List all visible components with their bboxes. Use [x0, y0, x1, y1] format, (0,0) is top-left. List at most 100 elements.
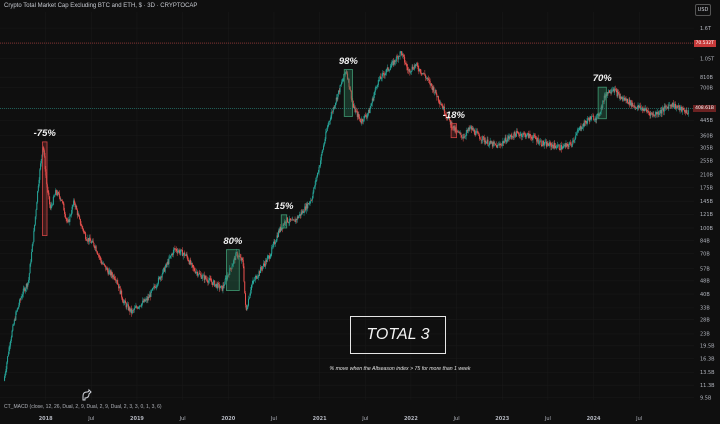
candle-body — [215, 283, 217, 285]
candle-body — [14, 319, 16, 321]
candle-body — [350, 89, 352, 91]
candle-body — [341, 81, 343, 83]
tradingview-logo-icon[interactable] — [80, 388, 94, 402]
candle-body — [565, 143, 567, 147]
candle-body — [300, 212, 302, 216]
candle-body — [531, 138, 533, 140]
candle-body — [356, 111, 358, 117]
candle-body — [615, 89, 617, 91]
candle-body — [407, 70, 409, 71]
candle-body — [681, 107, 683, 112]
candle-body — [272, 243, 274, 247]
candle-body — [290, 219, 292, 221]
candle-body — [636, 106, 638, 109]
y-tick-label: 9.5B — [700, 395, 712, 401]
candle-body — [584, 120, 586, 126]
y-tick-label: 445B — [700, 118, 714, 124]
candle-body — [363, 115, 365, 122]
candle-body — [378, 79, 380, 81]
candle-body — [660, 109, 662, 114]
candle-body — [128, 307, 130, 311]
candle-body — [454, 127, 456, 131]
candle-body — [614, 88, 616, 92]
x-tick-label: 2023 — [495, 416, 509, 422]
candle-body — [316, 176, 318, 181]
candle-body — [386, 67, 388, 70]
candle-body — [612, 89, 614, 91]
candle-body — [540, 140, 542, 145]
candle-body — [347, 73, 349, 80]
candle-body — [390, 65, 392, 68]
candle-body — [35, 209, 37, 217]
candle-body — [494, 143, 496, 145]
y-tick-label: 84B — [700, 238, 710, 244]
y-tick-label: 255B — [700, 158, 714, 164]
candle-body — [544, 142, 546, 145]
candle-body — [374, 91, 376, 96]
candle-body — [420, 72, 422, 74]
candle-body — [120, 290, 122, 294]
candle-body — [411, 66, 413, 71]
candle-body — [509, 137, 511, 139]
candle-body — [30, 261, 32, 265]
candle-body — [536, 138, 538, 142]
candle-body — [560, 145, 562, 150]
candle-body — [355, 110, 357, 113]
candle-body — [644, 109, 646, 112]
candle-body — [315, 180, 317, 182]
price-axis[interactable]: 1.6T1.3T1.05T810B700B525B445B360B305B255… — [700, 26, 715, 402]
candle-body — [339, 85, 341, 93]
candle-body — [54, 194, 56, 197]
candle-body — [545, 141, 547, 143]
candle-body — [625, 98, 627, 101]
candle-body — [223, 284, 225, 286]
candle-body — [489, 140, 491, 143]
currency-button[interactable]: USD — [695, 4, 711, 16]
candle-body — [274, 241, 276, 244]
candle-body — [82, 226, 84, 229]
candle-body — [361, 119, 363, 123]
candle-body — [452, 128, 454, 129]
candle-body — [650, 112, 652, 116]
candle-body — [474, 133, 476, 136]
candle-body — [445, 114, 447, 116]
candle-body — [453, 125, 455, 131]
candle-body — [70, 213, 72, 216]
candle-body — [591, 116, 593, 117]
candle-body — [210, 279, 212, 282]
candle-body — [32, 241, 34, 245]
candle-body — [341, 82, 343, 85]
candle-body — [609, 90, 611, 93]
candle-body — [495, 144, 497, 146]
candle-body — [289, 218, 291, 223]
candle-body — [64, 210, 66, 215]
candle-body — [437, 96, 439, 98]
y-tick-label: 13.5B — [700, 370, 715, 376]
candle-body — [326, 130, 328, 133]
candle-body — [568, 144, 570, 148]
candle-body — [305, 203, 307, 211]
candle-body — [669, 104, 671, 106]
candle-body — [269, 255, 271, 259]
candle-body — [31, 251, 33, 262]
candle-body — [404, 62, 406, 64]
candle-body — [646, 109, 648, 112]
candle-body — [467, 130, 469, 132]
candle-body — [214, 280, 216, 287]
candle-body — [394, 60, 396, 62]
candle-body — [152, 287, 154, 289]
candle-body — [269, 256, 271, 259]
candle-body — [674, 104, 676, 107]
candle-body — [517, 132, 519, 134]
candle-body — [58, 192, 60, 194]
candle-body — [118, 286, 120, 289]
candle-body — [228, 274, 230, 276]
candle-body — [157, 283, 159, 286]
candle-body — [244, 281, 246, 294]
time-axis[interactable]: 2018 Jul 2019 Jul 2020 Jul 2021 Jul 2022 Jul 2023 J… — [39, 416, 643, 422]
candle-body — [599, 114, 601, 116]
candle-body — [491, 142, 493, 144]
candle-body — [154, 286, 156, 287]
